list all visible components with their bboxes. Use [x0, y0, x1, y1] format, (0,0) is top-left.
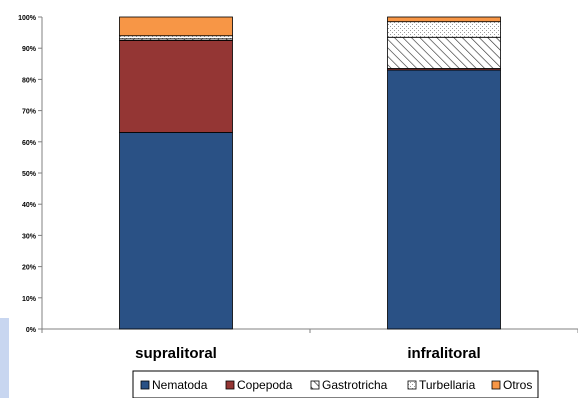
legend-swatch-copepoda [225, 380, 235, 390]
bar-segment-copepoda-supralitoral [119, 40, 233, 133]
bar-segment-otros-supralitoral [119, 16, 233, 37]
bars [119, 16, 501, 330]
legend-swatch-turbellaria [407, 380, 417, 390]
legend-label-copepoda: Copepoda [237, 378, 293, 392]
y-tick-label: 60% [22, 140, 37, 147]
legend-label-nematoda: Nematoda [152, 378, 208, 392]
y-tick-label: 20% [22, 265, 37, 272]
y-tick-label: 90% [22, 46, 37, 53]
y-tick-label: 0% [26, 327, 37, 334]
legend-swatch-otros [491, 380, 501, 390]
legend-label-turbellaria: Turbellaria [419, 378, 476, 392]
left-edge-decoration [0, 318, 9, 398]
x-category-label: supralitoral [135, 345, 217, 362]
legend: Nematoda Copepoda Gastrotricha Turbellaria O… [132, 370, 539, 398]
y-tick-label: 30% [22, 233, 37, 240]
y-tick-label: 70% [22, 109, 37, 116]
x-category-label: infralitoral [407, 345, 480, 362]
legend-swatch-nematoda [140, 380, 150, 390]
y-tick-label: 40% [22, 202, 37, 209]
legend-swatch-gastrotricha [310, 380, 320, 390]
legend-box [132, 370, 539, 398]
y-tick-label: 100% [18, 15, 37, 22]
legend-label-gastrotricha: Gastrotricha [322, 378, 388, 392]
y-tick-label: 10% [22, 296, 37, 303]
bar-segment-nematoda-infralitoral [387, 69, 501, 330]
y-tick-label: 50% [22, 171, 37, 178]
bar-segment-gastrotricha-infralitoral [387, 36, 501, 69]
bar-segment-otros-infralitoral [387, 16, 501, 23]
y-tick-label: 80% [22, 77, 37, 84]
legend-label-otros: Otros [503, 378, 532, 392]
bar-segment-nematoda-supralitoral [119, 132, 233, 330]
bar-segment-turbellaria-infralitoral [387, 21, 501, 38]
bar-segment-turbellaria-supralitoral [119, 35, 233, 40]
